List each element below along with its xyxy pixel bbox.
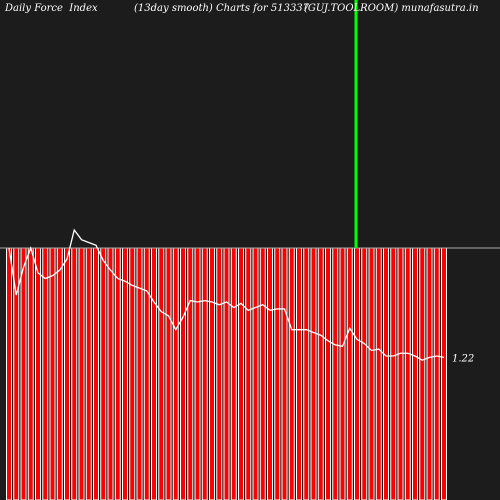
force-bar: [49, 247, 56, 500]
force-bar: [93, 247, 99, 500]
force-bar: [194, 247, 201, 500]
force-bar: [419, 247, 426, 500]
force-bar: [325, 247, 331, 500]
force-bar: [27, 247, 34, 500]
force-bar: [107, 247, 114, 500]
force-bar: [78, 247, 85, 500]
force-bar: [354, 247, 360, 500]
force-bar: [42, 247, 49, 500]
force-bar: [426, 247, 433, 500]
force-bar: [288, 247, 295, 500]
header-right: (GUJ.TOOLROOM) munafasutra.in: [304, 3, 479, 14]
force-bar: [339, 247, 346, 500]
force-bar: [296, 247, 302, 500]
force-bar: [238, 247, 244, 500]
bar-group: [6, 247, 447, 500]
force-bar: [216, 247, 223, 500]
force-bar: [281, 247, 288, 500]
force-bar: [310, 247, 317, 500]
force-bar: [180, 247, 186, 500]
force-bar: [187, 247, 194, 500]
force-bar: [361, 247, 368, 500]
header-left: Daily Force Index: [5, 3, 98, 14]
force-bar: [158, 247, 165, 500]
force-bar: [230, 247, 237, 500]
force-bar: [390, 247, 397, 500]
force-bar: [71, 247, 78, 500]
force-bar: [56, 247, 63, 500]
force-bar: [114, 247, 121, 500]
force-bar: [412, 247, 418, 500]
force-bar: [274, 247, 281, 500]
force-bar: [317, 247, 324, 500]
force-bar: [209, 247, 215, 500]
force-bar: [35, 247, 41, 500]
force-bar: [143, 247, 150, 500]
force-bar: [6, 247, 12, 500]
force-bar: [259, 247, 266, 500]
force-bar: [252, 247, 259, 500]
last-value-label: 1.22: [452, 353, 474, 364]
force-bar: [332, 247, 339, 500]
force-bar: [368, 247, 375, 500]
force-bar: [303, 247, 310, 500]
force-bar: [172, 247, 179, 500]
force-bar: [346, 247, 353, 500]
force-bar: [404, 247, 411, 500]
force-bar: [245, 247, 252, 500]
force-bar: [397, 247, 404, 500]
force-bar: [201, 247, 208, 500]
force-bar: [433, 247, 440, 500]
force-bar: [223, 247, 230, 500]
force-index-line: [8, 228, 445, 361]
force-bar: [100, 247, 107, 500]
force-bar: [136, 247, 143, 500]
force-bar: [64, 247, 70, 500]
force-bar: [165, 247, 172, 500]
force-bar: [85, 247, 92, 500]
force-bar: [267, 247, 273, 500]
force-bar: [122, 247, 128, 500]
force-bar: [383, 247, 389, 500]
force-bar: [375, 247, 382, 500]
force-bar: [20, 247, 27, 500]
header-middle: (13day smooth) Charts for 513337: [134, 3, 310, 14]
force-bar: [441, 247, 447, 500]
force-bar: [151, 247, 157, 500]
